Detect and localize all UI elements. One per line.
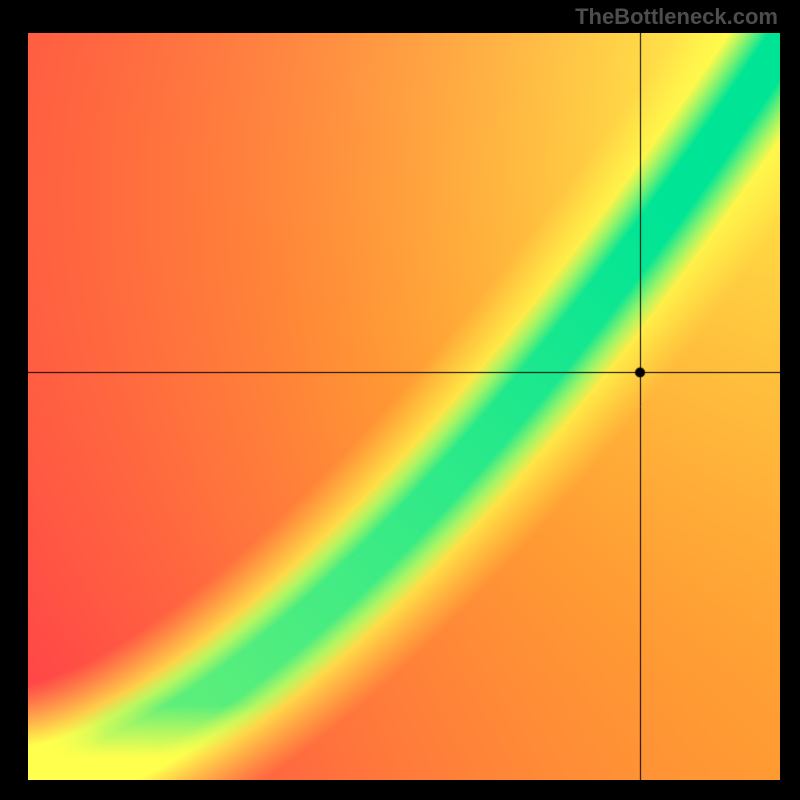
bottleneck-heatmap [28,33,780,780]
chart-container: TheBottleneck.com [0,0,800,800]
watermark-text: TheBottleneck.com [575,4,778,30]
